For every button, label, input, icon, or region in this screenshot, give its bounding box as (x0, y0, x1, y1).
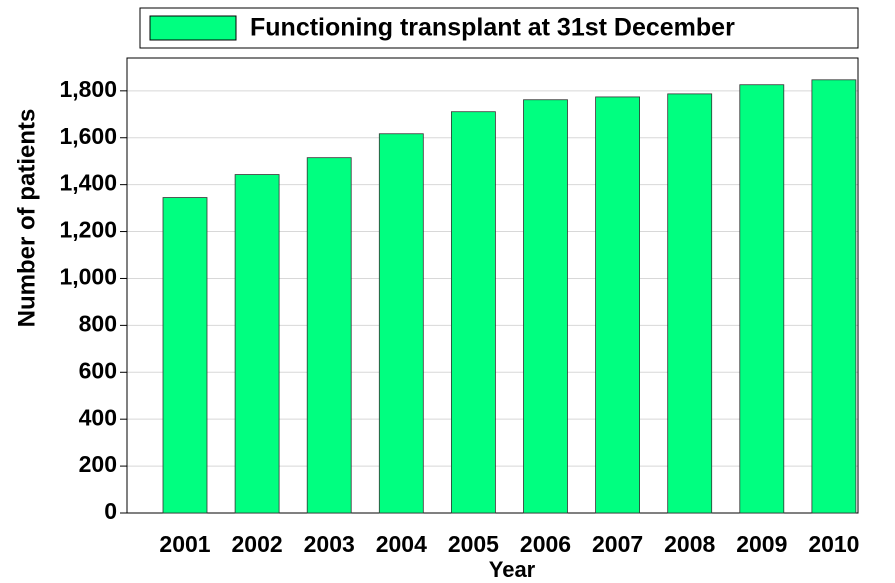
bar (234, 174, 280, 514)
x-tick-label: 2010 (808, 531, 859, 557)
y-tick-label: 1,400 (59, 170, 117, 196)
y-tick-label: 800 (79, 310, 117, 336)
bar (811, 79, 857, 514)
bar (378, 133, 424, 514)
x-tick-label: 2008 (664, 531, 715, 557)
bar (739, 84, 785, 514)
legend-label: Functioning transplant at 31st December (250, 14, 735, 42)
bar (523, 99, 568, 514)
bar (667, 93, 713, 514)
x-tick-label: 2007 (592, 531, 643, 557)
x-axis-label: Year (489, 557, 536, 582)
x-tick-label: 2003 (304, 531, 355, 557)
y-tick-label: 1,200 (59, 217, 117, 243)
x-tick-label: 2004 (376, 531, 427, 557)
x-tick-label: 2001 (159, 531, 210, 557)
legend-box (139, 7, 859, 49)
bar (162, 197, 208, 514)
y-tick-label: 0 (104, 498, 117, 524)
x-tick-label: 2006 (520, 531, 571, 557)
x-tick-label: 2002 (232, 531, 283, 557)
y-tick-label: 400 (79, 404, 117, 430)
x-tick-label: 2009 (736, 531, 787, 557)
y-tick-label: 600 (79, 357, 117, 383)
y-tick-label: 1,600 (59, 123, 117, 149)
y-tick-label: 1,000 (59, 264, 117, 290)
y-axis-label: Number of patients (13, 109, 40, 328)
bar (595, 96, 640, 514)
bar (450, 111, 496, 514)
y-tick-label: 200 (79, 451, 117, 477)
bar (306, 157, 352, 514)
x-tick-label: 2005 (448, 531, 499, 557)
y-tick-label: 1,800 (59, 76, 117, 102)
legend-swatch (149, 15, 237, 41)
